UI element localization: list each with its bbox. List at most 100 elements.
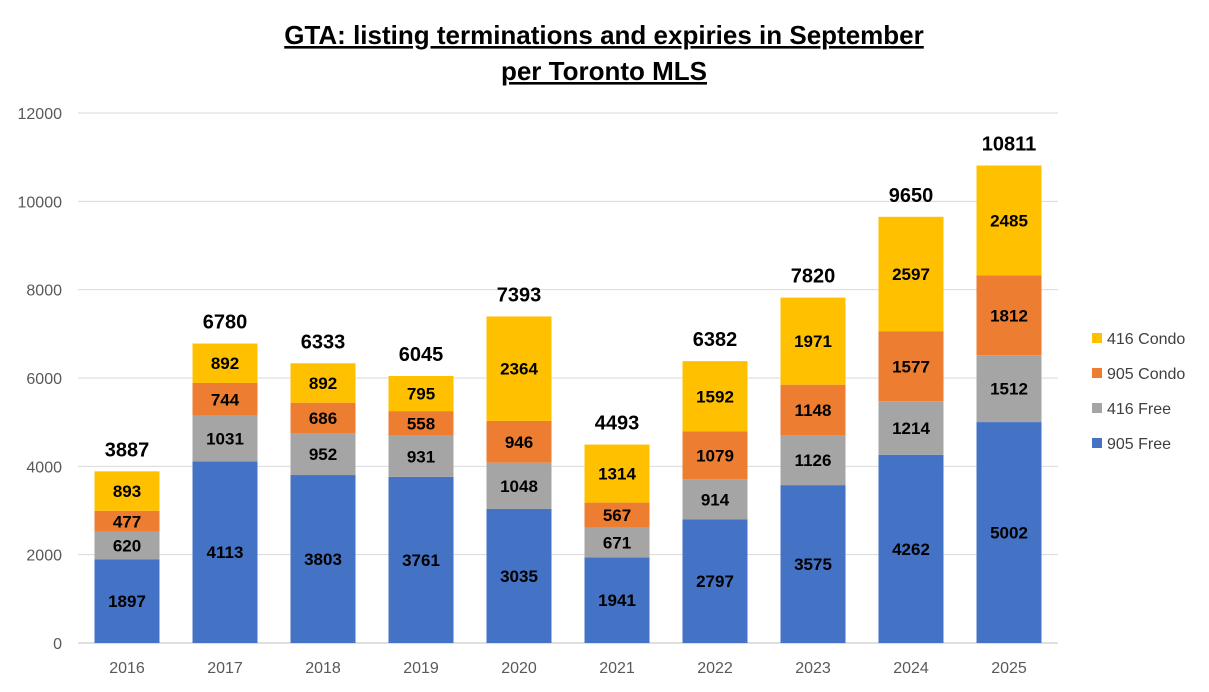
bar-segment: [388, 411, 454, 436]
legend-label: 905 Free: [1107, 436, 1171, 453]
segment-value-label: 1079: [696, 446, 734, 465]
segment-value-label: 3761: [402, 551, 440, 570]
chart-subtitle: per Toronto MLS: [501, 56, 707, 86]
segment-value-label: 3575: [794, 555, 832, 574]
x-tick-label: 2024: [893, 660, 929, 677]
legend-swatch: [1092, 403, 1102, 413]
segment-value-label: 567: [603, 506, 631, 525]
segment-value-label: 2485: [990, 211, 1028, 230]
bar-total-label: 7820: [791, 266, 836, 288]
bar-segment: [682, 519, 748, 643]
y-tick-label: 12000: [18, 106, 63, 123]
segment-value-label: 2797: [696, 572, 734, 591]
bar-segment: [290, 432, 356, 476]
bar-total-label: 3887: [105, 439, 150, 461]
segment-value-label: 2597: [892, 265, 930, 284]
bar-segment: [976, 165, 1042, 276]
segment-value-label: 671: [603, 533, 631, 552]
bar-segment: [290, 402, 356, 433]
segment-value-label: 1512: [990, 380, 1028, 399]
bar-segment: [486, 462, 552, 509]
bar-segment: [878, 331, 944, 402]
segment-value-label: 795: [407, 385, 435, 404]
x-tick-label: 2023: [795, 660, 831, 677]
x-tick-label: 2017: [207, 660, 243, 677]
bar-segment: [486, 420, 552, 463]
segment-value-label: 931: [407, 447, 435, 466]
segment-value-label: 1031: [206, 430, 244, 449]
bar-segment: [682, 361, 748, 432]
bar-segment: [584, 444, 650, 503]
x-tick-label: 2025: [991, 660, 1027, 677]
segment-value-label: 1148: [795, 401, 832, 420]
y-tick-label: 6000: [26, 371, 62, 388]
segment-value-label: 1214: [892, 419, 930, 438]
bar-segment: [584, 557, 650, 643]
bar-total-label: 6780: [203, 312, 248, 334]
bar-segment: [976, 275, 1042, 356]
segment-value-label: 4113: [207, 543, 244, 562]
segment-value-label: 1897: [108, 592, 146, 611]
bar-segment: [290, 475, 356, 643]
bar-total-label: 6333: [301, 331, 346, 353]
bar-segment: [780, 297, 846, 385]
segment-value-label: 2364: [500, 360, 538, 379]
y-tick-label: 2000: [26, 548, 62, 565]
x-tick-label: 2016: [109, 660, 145, 677]
legend-label: 416 Free: [1107, 401, 1171, 418]
bar-segment: [192, 415, 258, 462]
segment-value-label: 1314: [598, 465, 636, 484]
segment-value-label: 477: [113, 512, 141, 531]
bar-segment: [878, 401, 944, 455]
segment-value-label: 620: [113, 537, 141, 556]
segment-value-label: 558: [407, 414, 435, 433]
segment-value-label: 1048: [500, 477, 538, 496]
x-tick-label: 2018: [305, 660, 341, 677]
segment-value-label: 1126: [795, 451, 832, 470]
bar-total-label: 6045: [399, 344, 444, 366]
bar-segment: [976, 355, 1042, 423]
legend-swatch: [1092, 333, 1102, 343]
segment-value-label: 1592: [696, 387, 734, 406]
segment-value-label: 946: [505, 433, 533, 452]
bar-total-label: 7393: [497, 284, 542, 306]
segment-value-label: 744: [211, 390, 240, 409]
segment-value-label: 3803: [304, 550, 342, 569]
segment-value-label: 892: [309, 374, 337, 393]
bar-segment: [780, 384, 846, 436]
segment-value-label: 952: [309, 445, 337, 464]
segment-value-label: 4262: [892, 540, 930, 559]
bar-segment: [388, 435, 454, 477]
segment-value-label: 1941: [598, 591, 636, 610]
x-tick-label: 2022: [697, 660, 733, 677]
bar-segment: [192, 343, 258, 383]
bar-segment: [976, 422, 1042, 643]
bar-segment: [584, 502, 650, 528]
y-tick-label: 10000: [18, 194, 63, 211]
segment-value-label: 914: [701, 490, 730, 509]
bar-total-label: 10811: [982, 134, 1037, 156]
bar-segment: [388, 476, 454, 643]
bar-total-label: 4493: [595, 413, 640, 435]
segment-value-label: 1812: [990, 306, 1028, 325]
bar-segment: [878, 216, 944, 332]
bar-total-label: 6382: [693, 329, 738, 351]
segment-value-label: 686: [309, 409, 337, 428]
segment-value-label: 893: [113, 482, 141, 501]
x-tick-label: 2020: [501, 660, 537, 677]
x-tick-label: 2019: [403, 660, 439, 677]
bar-segment: [94, 510, 160, 532]
bar-segment: [290, 363, 356, 403]
bar-total-label: 9650: [889, 185, 934, 207]
y-tick-label: 4000: [26, 459, 62, 476]
bar-segment: [94, 559, 160, 643]
bar-segment: [780, 485, 846, 643]
y-tick-label: 0: [53, 636, 62, 653]
bar-segment: [486, 316, 552, 421]
bar-segment: [878, 454, 944, 643]
bar-segment: [682, 479, 748, 520]
bar-segment: [94, 531, 160, 560]
legend-label: 905 Condo: [1107, 366, 1185, 383]
bar-segment: [584, 527, 650, 558]
